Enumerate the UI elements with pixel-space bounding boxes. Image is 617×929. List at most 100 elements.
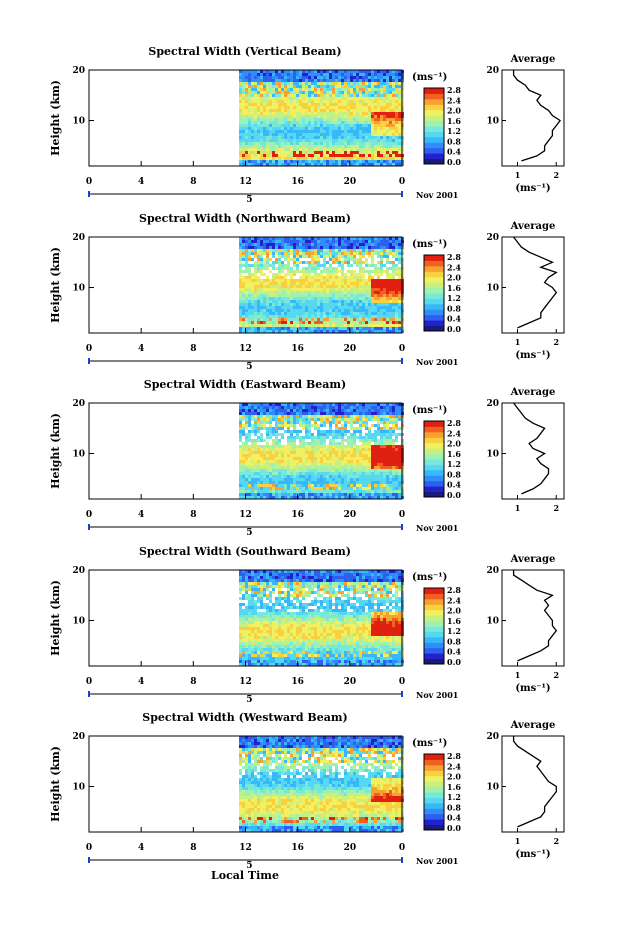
heatmap-cell: [371, 409, 374, 412]
heatmap-cell: [305, 154, 308, 157]
heatmap-cell: [305, 240, 308, 243]
heatmap-cell: [392, 240, 395, 243]
heatmap-cell: [332, 403, 335, 406]
heatmap-cell: [359, 418, 362, 421]
heatmap-cell: [254, 330, 257, 333]
heatmap-cell: [278, 318, 281, 321]
heatmap-cell: [254, 118, 257, 121]
heatmap-cell: [248, 484, 251, 487]
heatmap-cell: [338, 151, 341, 154]
heatmap-cell: [386, 330, 389, 333]
heatmap-cell: [329, 291, 332, 294]
heatmap-cell: [362, 327, 365, 330]
heatmap-cell: [314, 288, 317, 291]
heatmap-cell: [284, 82, 287, 85]
heatmap-cell: [257, 124, 260, 127]
heatmap-cell: [320, 255, 323, 258]
heatmap-cell: [371, 79, 374, 82]
heatmap-cell: [290, 436, 293, 439]
heatmap-cell: [389, 142, 392, 145]
heatmap-cell: [350, 484, 353, 487]
heatmap-cell: [320, 490, 323, 493]
heatmap-cell: [305, 288, 308, 291]
heatmap-cell: [353, 270, 356, 273]
heatmap-cell: [242, 133, 245, 136]
heatmap-cell: [347, 261, 350, 264]
heatmap-cell: [308, 76, 311, 79]
heatmap-cell: [293, 246, 296, 249]
heatmap-cell: [359, 303, 362, 306]
heatmap-cell: [251, 496, 254, 499]
heatmap-cell: [314, 154, 317, 157]
heatmap-cell: [365, 412, 368, 415]
heatmap-cell: [263, 487, 266, 490]
heatmap-cell: [374, 151, 377, 154]
heatmap-cell: [284, 258, 287, 261]
heatmap-cell: [245, 145, 248, 148]
heatmap-cell: [374, 496, 377, 499]
heatmap-cell: [296, 88, 299, 91]
heatmap-cell: [287, 145, 290, 148]
heatmap-cell: [281, 79, 284, 82]
heatmap-cell: [293, 445, 296, 448]
heatmap-cell: [302, 133, 305, 136]
heatmap-cell: [359, 294, 362, 297]
heatmap-cell: [251, 145, 254, 148]
heatmap-cell: [320, 460, 323, 463]
heatmap-cell: [338, 106, 341, 109]
heatmap-cell: [350, 469, 353, 472]
heatmap-cell: [338, 496, 341, 499]
heatmap-cell: [302, 427, 305, 430]
heatmap-cell: [395, 249, 398, 252]
heatmap-cell: [296, 127, 299, 130]
heatmap-cell: [392, 97, 395, 100]
heatmap-cell: [257, 445, 260, 448]
heatmap-cell: [332, 321, 335, 324]
heatmap-cell: [341, 406, 344, 409]
heatmap-cell: [269, 448, 272, 451]
heatmap-cell: [374, 451, 377, 454]
heatmap-cell: [305, 139, 308, 142]
heatmap-cell: [362, 315, 365, 318]
heatmap-cell: [323, 484, 326, 487]
heatmap-cell: [242, 475, 245, 478]
heatmap-cell: [368, 288, 371, 291]
heatmap-cell: [386, 309, 389, 312]
heatmap-cell: [362, 246, 365, 249]
heatmap-cell: [299, 330, 302, 333]
heatmap-cell: [245, 294, 248, 297]
heatmap-cell: [284, 306, 287, 309]
heatmap-cell: [359, 76, 362, 79]
heatmap-cell: [368, 327, 371, 330]
heatmap-cell: [239, 130, 242, 133]
heatmap-cell: [389, 148, 392, 151]
heatmap-cell: [326, 249, 329, 252]
heatmap-cell: [347, 264, 350, 267]
heatmap-cell: [341, 490, 344, 493]
heatmap-cell: [254, 285, 257, 288]
heatmap-cell: [251, 454, 254, 457]
heatmap-cell: [302, 312, 305, 315]
heatmap-cell: [260, 312, 263, 315]
heatmap-cell: [293, 297, 296, 300]
heatmap-cell: [395, 124, 398, 127]
heatmap-cell: [308, 409, 311, 412]
heatmap-cell: [320, 246, 323, 249]
heatmap-cell: [254, 142, 257, 145]
heatmap-cell: [254, 124, 257, 127]
heatmap-cell: [308, 154, 311, 157]
heatmap-cell: [266, 255, 269, 258]
heatmap-cell: [350, 252, 353, 255]
heatmap-cell: [323, 70, 326, 73]
heatmap-cell: [365, 330, 368, 333]
heatmap-cell: [278, 237, 281, 240]
heatmap-cell: [281, 460, 284, 463]
heatmap-cell: [368, 73, 371, 76]
heatmap-cell: [248, 145, 251, 148]
heatmap-cell: [239, 409, 242, 412]
heatmap-cell: [257, 496, 260, 499]
heatmap-cell: [299, 312, 302, 315]
heatmap-cell: [242, 237, 245, 240]
heatmap-cell: [329, 318, 332, 321]
heatmap-cell: [299, 406, 302, 409]
